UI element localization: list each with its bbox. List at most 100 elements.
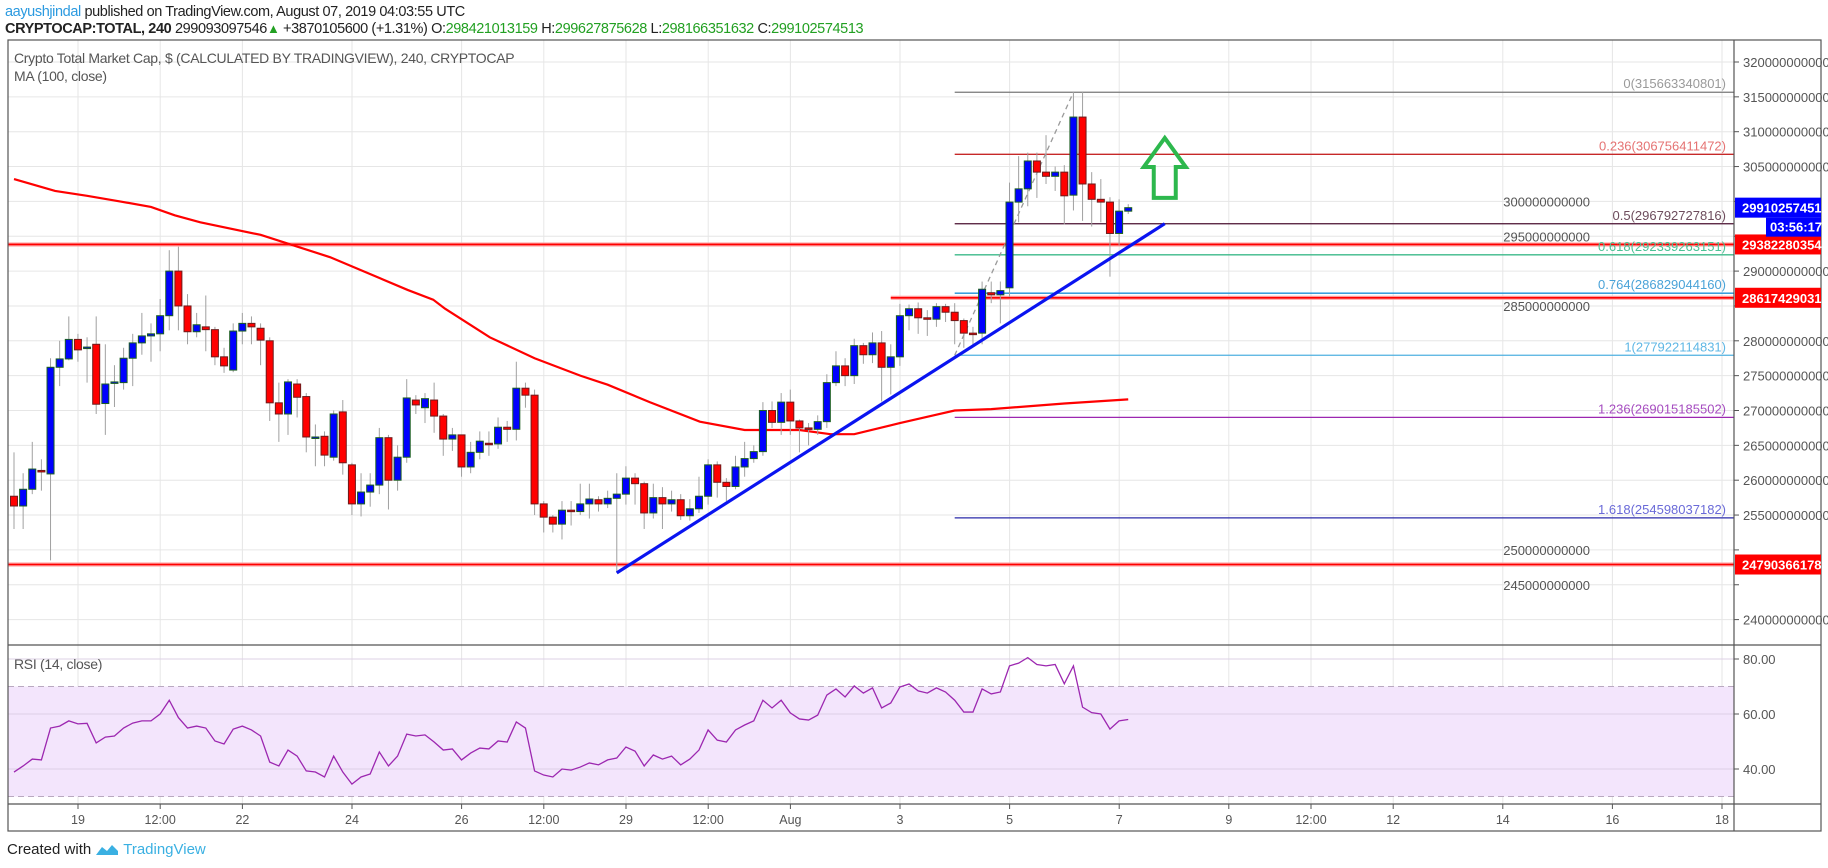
candle[interactable]	[521, 382, 530, 408]
candle[interactable]	[868, 332, 877, 364]
candle[interactable]	[28, 441, 37, 495]
candle[interactable]	[603, 490, 612, 509]
candle[interactable]	[393, 445, 402, 491]
candle[interactable]	[567, 501, 576, 526]
candle[interactable]	[366, 473, 375, 507]
candle[interactable]	[92, 316, 101, 414]
candle[interactable]	[101, 344, 110, 435]
candle[interactable]	[685, 499, 694, 521]
candle[interactable]	[621, 466, 630, 505]
candle[interactable]	[402, 379, 411, 463]
candle[interactable]	[777, 393, 786, 435]
candle[interactable]	[859, 342, 868, 364]
candle[interactable]	[201, 295, 210, 352]
candle[interactable]	[156, 298, 165, 352]
candle[interactable]	[329, 410, 338, 461]
candle[interactable]	[768, 401, 777, 428]
candle[interactable]	[804, 423, 813, 446]
candle[interactable]	[110, 365, 119, 408]
candle[interactable]	[649, 483, 658, 519]
candle[interactable]	[494, 417, 503, 449]
candle[interactable]	[439, 413, 448, 456]
candle[interactable]	[37, 459, 46, 491]
candle[interactable]	[822, 374, 831, 428]
candle[interactable]	[539, 501, 548, 533]
candle[interactable]	[420, 393, 429, 424]
candle[interactable]	[293, 379, 302, 418]
candle[interactable]	[411, 395, 420, 414]
candle[interactable]	[302, 393, 311, 453]
candle[interactable]	[119, 347, 128, 390]
candle[interactable]	[576, 483, 585, 516]
candle[interactable]	[265, 337, 274, 421]
candle[interactable]	[950, 303, 959, 345]
candle[interactable]	[1051, 166, 1060, 191]
candle[interactable]	[959, 318, 968, 348]
candle[interactable]	[1087, 172, 1096, 227]
candle[interactable]	[722, 478, 731, 502]
candle[interactable]	[283, 379, 292, 435]
candle[interactable]	[73, 333, 82, 362]
candle[interactable]	[713, 461, 722, 498]
candle[interactable]	[795, 419, 804, 453]
candle[interactable]	[1042, 135, 1051, 184]
candle[interactable]	[941, 303, 950, 322]
candle[interactable]	[146, 323, 155, 362]
candle[interactable]	[1005, 182, 1014, 297]
candle[interactable]	[274, 382, 283, 442]
candle[interactable]	[1078, 91, 1087, 221]
candle[interactable]	[183, 294, 192, 345]
candle[interactable]	[731, 455, 740, 490]
candle[interactable]	[229, 323, 238, 373]
candle[interactable]	[923, 310, 932, 336]
candle[interactable]	[978, 281, 987, 345]
candle[interactable]	[877, 331, 886, 402]
candle[interactable]	[165, 250, 174, 331]
candle[interactable]	[548, 515, 557, 533]
candle[interactable]	[740, 441, 749, 477]
candle[interactable]	[1124, 204, 1133, 214]
candle[interactable]	[347, 462, 356, 516]
candle[interactable]	[612, 473, 621, 573]
candle[interactable]	[968, 326, 977, 347]
candle[interactable]	[585, 483, 594, 519]
author-link[interactable]: aayushjindal	[5, 4, 81, 20]
tradingview-link[interactable]: TradingView	[123, 841, 206, 858]
candle[interactable]	[247, 316, 256, 345]
candle[interactable]	[786, 389, 795, 435]
candle[interactable]	[466, 441, 475, 474]
candle[interactable]	[1096, 179, 1105, 223]
candle[interactable]	[256, 323, 265, 366]
candle[interactable]	[10, 452, 18, 529]
candle[interactable]	[1032, 152, 1041, 198]
candle[interactable]	[631, 473, 640, 505]
candle[interactable]	[704, 459, 713, 505]
candle[interactable]	[137, 312, 146, 355]
candle[interactable]	[174, 246, 183, 331]
candle[interactable]	[667, 490, 676, 512]
candle[interactable]	[932, 303, 941, 327]
candle[interactable]	[987, 281, 996, 304]
candle[interactable]	[320, 431, 329, 467]
candle[interactable]	[384, 434, 393, 510]
candle[interactable]	[512, 361, 521, 441]
support-trendline[interactable]	[615, 222, 1166, 575]
candle[interactable]	[375, 427, 384, 495]
candle[interactable]	[55, 340, 64, 387]
candle[interactable]	[64, 316, 73, 361]
candle[interactable]	[813, 415, 822, 435]
candle[interactable]	[831, 351, 840, 387]
candle[interactable]	[749, 445, 758, 463]
candle[interactable]	[996, 281, 1005, 324]
candle[interactable]	[192, 312, 201, 338]
candle[interactable]	[1014, 156, 1023, 223]
rsi-indicator-label[interactable]: RSI (14, close)	[14, 656, 102, 672]
candle[interactable]	[694, 476, 703, 513]
candle[interactable]	[1105, 197, 1114, 277]
candle[interactable]	[758, 402, 767, 456]
candle[interactable]	[530, 389, 539, 516]
candle[interactable]	[19, 473, 28, 529]
candle[interactable]	[484, 431, 493, 456]
candle[interactable]	[448, 427, 457, 451]
candle[interactable]	[210, 326, 219, 366]
